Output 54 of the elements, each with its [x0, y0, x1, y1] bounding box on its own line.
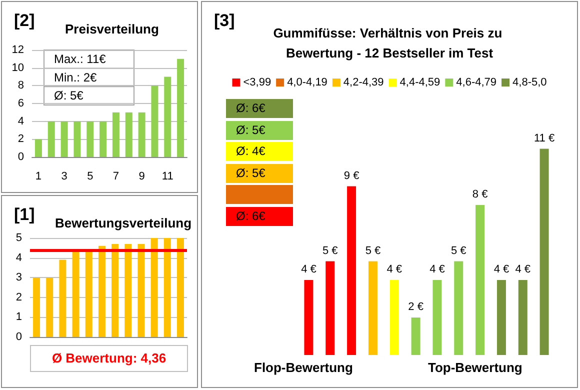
data-label: 2 €: [408, 301, 424, 313]
y-tick-label: 4: [16, 252, 22, 264]
annotation: Ø: 5€: [54, 88, 84, 103]
x-tick-label: 7: [112, 170, 120, 182]
legend-label: 4,0-4,19: [287, 76, 328, 88]
legend-label: 4,8-5,0: [512, 76, 547, 88]
y-tick-label: 12: [12, 44, 24, 56]
y-tick-label: 2: [18, 133, 24, 146]
legend-label: 4,2-4,39: [343, 76, 384, 88]
data-label: 11 €: [534, 132, 555, 144]
y-tick-label: 5: [16, 232, 22, 244]
legend-label: 4,4-4,59: [400, 76, 440, 88]
y-tick-label: 1: [16, 311, 22, 324]
color-swatch: Ø: 5€: [226, 164, 293, 182]
x-tick-label: 9: [138, 170, 145, 182]
text: Flop-Bewertung: [254, 360, 353, 375]
data-label: 4 €: [515, 264, 531, 276]
text: [3]: [214, 11, 235, 30]
color-swatch: Ø: 6€: [226, 206, 293, 226]
x-tick-label: 11: [162, 170, 174, 182]
text: Top-Bewertung: [428, 360, 522, 375]
color-swatch: Ø: 4€: [226, 142, 293, 161]
y-tick-label: 10: [12, 62, 24, 74]
data-label: 5 €: [365, 244, 381, 257]
legend-label: <3,99: [243, 76, 272, 88]
chart-title: Preisverteilung: [65, 22, 159, 36]
text: [1]: [14, 205, 35, 224]
x-tick-label: 1: [35, 170, 42, 182]
chart-title: Bewertungsverteilung: [55, 216, 192, 230]
ref-line-label: Ø Bewertung: 4,36: [52, 350, 166, 366]
y-tick-label: 0: [18, 151, 24, 163]
color-swatch: Ø: 5€: [226, 120, 293, 140]
data-label: 4 €: [494, 264, 510, 276]
legend-label: 4,6-4,79: [456, 76, 497, 88]
y-tick-label: 8: [18, 80, 24, 92]
data-label: 5 €: [450, 244, 466, 257]
x-tick-label: 3: [61, 170, 68, 182]
chart-title: Gummifüsse: Verhältnis von Preis zu Bewertung - 12 Bestseller im Test: [273, 26, 506, 60]
y-tick-label: 6: [18, 98, 24, 110]
data-label: 9 €: [344, 170, 360, 182]
y-tick-label: 4: [18, 115, 24, 128]
y-tick-label: 0: [16, 331, 22, 343]
color-swatch: Ø: 6€: [226, 99, 293, 118]
data-label: 5 €: [322, 244, 338, 257]
annotation: Max.: 11€: [54, 52, 106, 66]
data-label: 4 €: [386, 264, 402, 276]
y-tick-label: 2: [16, 291, 22, 304]
data-label: 4 €: [430, 264, 445, 276]
y-tick-label: 3: [16, 272, 22, 284]
annotation: Min.: 2€: [54, 70, 98, 84]
text: [2]: [14, 11, 35, 30]
data-label: 4 €: [301, 264, 316, 276]
data-label: 8 €: [472, 188, 488, 200]
x-tick-label: 5: [87, 170, 94, 182]
